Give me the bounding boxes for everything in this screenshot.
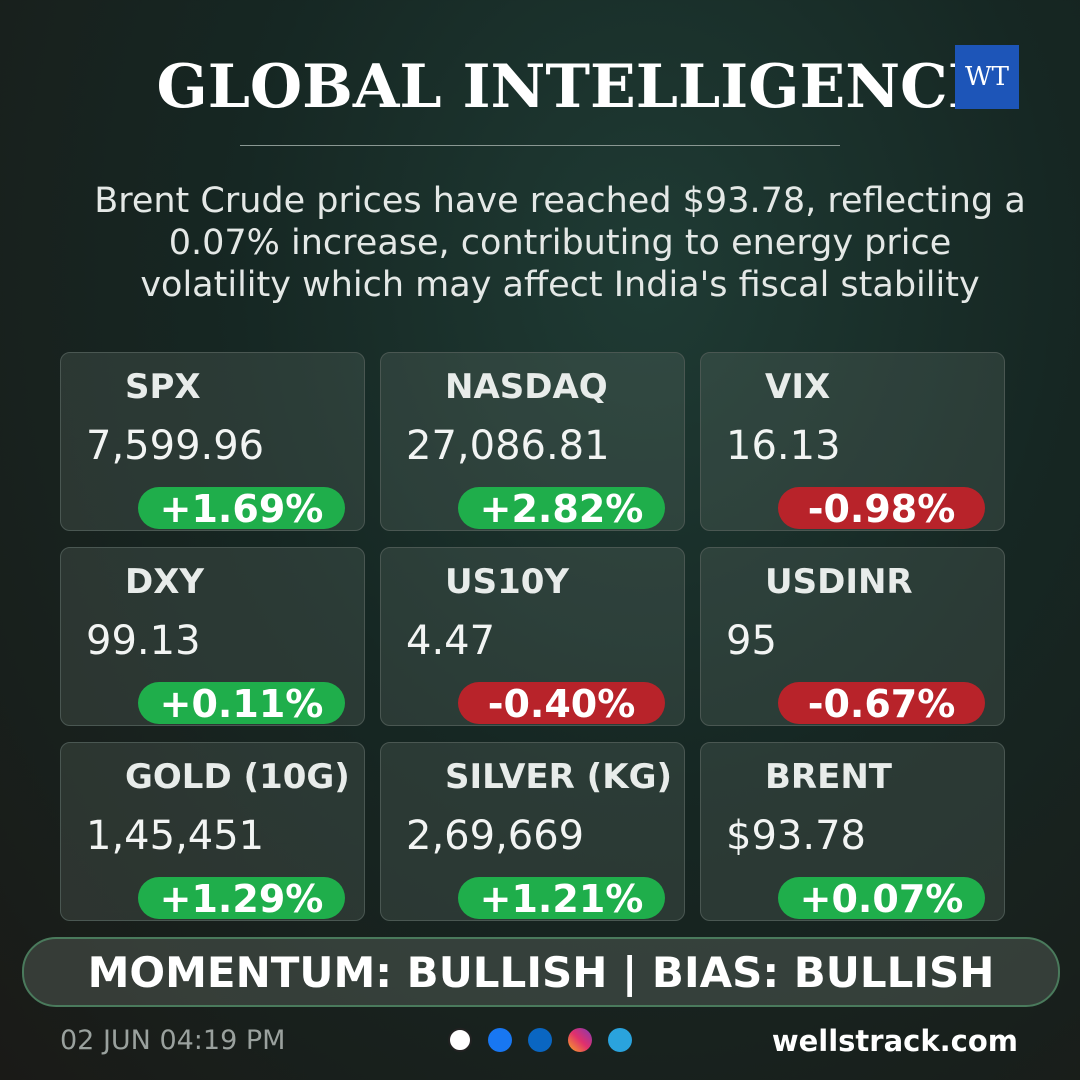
change-badge: +1.29% (138, 877, 345, 921)
ticker-name: SILVER (KG) (445, 757, 673, 797)
ticker-card: VIX 16.13 -0.98% (700, 352, 1005, 531)
logo: WT (955, 45, 1019, 109)
change-badge: -0.98% (778, 487, 985, 531)
ticker-name: GOLD (10G) (125, 757, 350, 797)
summary-line: Brent Crude prices have reached $93.78, … (94, 181, 1026, 221)
summary-line: 0.07% increase, contributing to energy p… (168, 223, 952, 263)
ticker-card: DXY 99.13 +0.11% (60, 547, 365, 726)
instagram-icon[interactable] (568, 1028, 592, 1052)
ticker-value: 7,599.96 (86, 423, 265, 469)
ticker-name: VIX (765, 367, 831, 407)
change-badge: +1.69% (138, 487, 345, 531)
change-badge: +1.21% (458, 877, 665, 921)
banner: MOMENTUM: BULLISH | BIAS: BULLISH (22, 937, 1060, 1007)
ticker-name: USDINR (765, 562, 913, 602)
title: GLOBAL INTELLIGENCE (156, 52, 994, 122)
ticker-value: 4.47 (406, 618, 496, 664)
ticker-value: 16.13 (726, 423, 841, 469)
ticker-value: 27,086.81 (406, 423, 610, 469)
ticker-value: 2,69,669 (406, 813, 585, 859)
change-badge: +0.07% (778, 877, 985, 921)
ticker-name: DXY (125, 562, 205, 602)
change-badge: -0.40% (458, 682, 665, 726)
ticker-card: US10Y 4.47 -0.40% (380, 547, 685, 726)
ticker-name: NASDAQ (445, 367, 608, 407)
change-badge: -0.67% (778, 682, 985, 726)
ticker-name: SPX (125, 367, 201, 407)
ticker-name: US10Y (445, 562, 570, 602)
summary: Brent Crude prices have reached $93.78, … (40, 180, 1080, 306)
facebook-icon[interactable] (488, 1028, 512, 1052)
ticker-card: BRENT $93.78 +0.07% (700, 742, 1005, 921)
timestamp: 02 JUN 04:19 PM (60, 1025, 286, 1056)
change-badge: +0.11% (138, 682, 345, 726)
summary-line: volatility which may affect India's fisc… (140, 265, 980, 305)
telegram-icon[interactable] (608, 1028, 632, 1052)
website[interactable]: wellstrack.com (771, 1024, 1018, 1058)
change-badge: +2.82% (458, 487, 665, 531)
ticker-card: GOLD (10G) 1,45,451 +1.29% (60, 742, 365, 921)
ticker-card: USDINR 95 -0.67% (700, 547, 1005, 726)
linkedin-icon[interactable] (528, 1028, 552, 1052)
ticker-value: 1,45,451 (86, 813, 265, 859)
x-icon[interactable] (448, 1028, 472, 1052)
ticker-card: SILVER (KG) 2,69,669 +1.21% (380, 742, 685, 921)
ticker-card: NASDAQ 27,086.81 +2.82% (380, 352, 685, 531)
ticker-card: SPX 7,599.96 +1.69% (60, 352, 365, 531)
divider (240, 145, 840, 146)
ticker-value: $93.78 (726, 813, 866, 859)
ticker-name: BRENT (765, 757, 892, 797)
ticker-value: 95 (726, 618, 777, 664)
ticker-value: 99.13 (86, 618, 201, 664)
